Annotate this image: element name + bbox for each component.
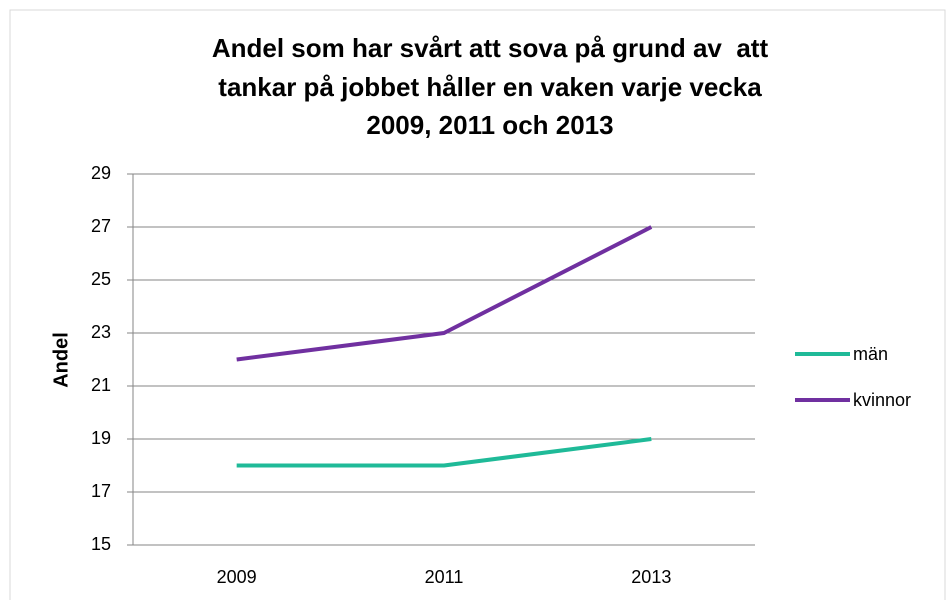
y-tick-label: 15 xyxy=(91,534,111,554)
y-tick-label: 27 xyxy=(91,216,111,236)
x-tick-label: 2013 xyxy=(631,567,671,587)
data-line xyxy=(236,437,652,468)
legend-label: män xyxy=(853,344,888,364)
y-tick-label: 21 xyxy=(91,375,111,395)
chart-title: Andel som har svårt att sova på grund av… xyxy=(212,33,769,63)
y-tick-label: 23 xyxy=(91,322,111,342)
y-tick-label: 19 xyxy=(91,428,111,448)
chart-title: tankar på jobbet håller en vaken varje v… xyxy=(218,72,762,102)
y-tick-label: 25 xyxy=(91,269,111,289)
chart-title: 2009, 2011 och 2013 xyxy=(366,110,613,140)
data-line xyxy=(236,225,653,362)
y-tick-label: 17 xyxy=(91,481,111,501)
x-tick-label: 2009 xyxy=(217,567,257,587)
legend-label: kvinnor xyxy=(853,390,911,410)
y-tick-label: 29 xyxy=(91,163,111,183)
chart-frame xyxy=(9,9,946,600)
x-tick-label: 2011 xyxy=(425,567,464,587)
y-axis-label: Andel xyxy=(50,332,72,388)
